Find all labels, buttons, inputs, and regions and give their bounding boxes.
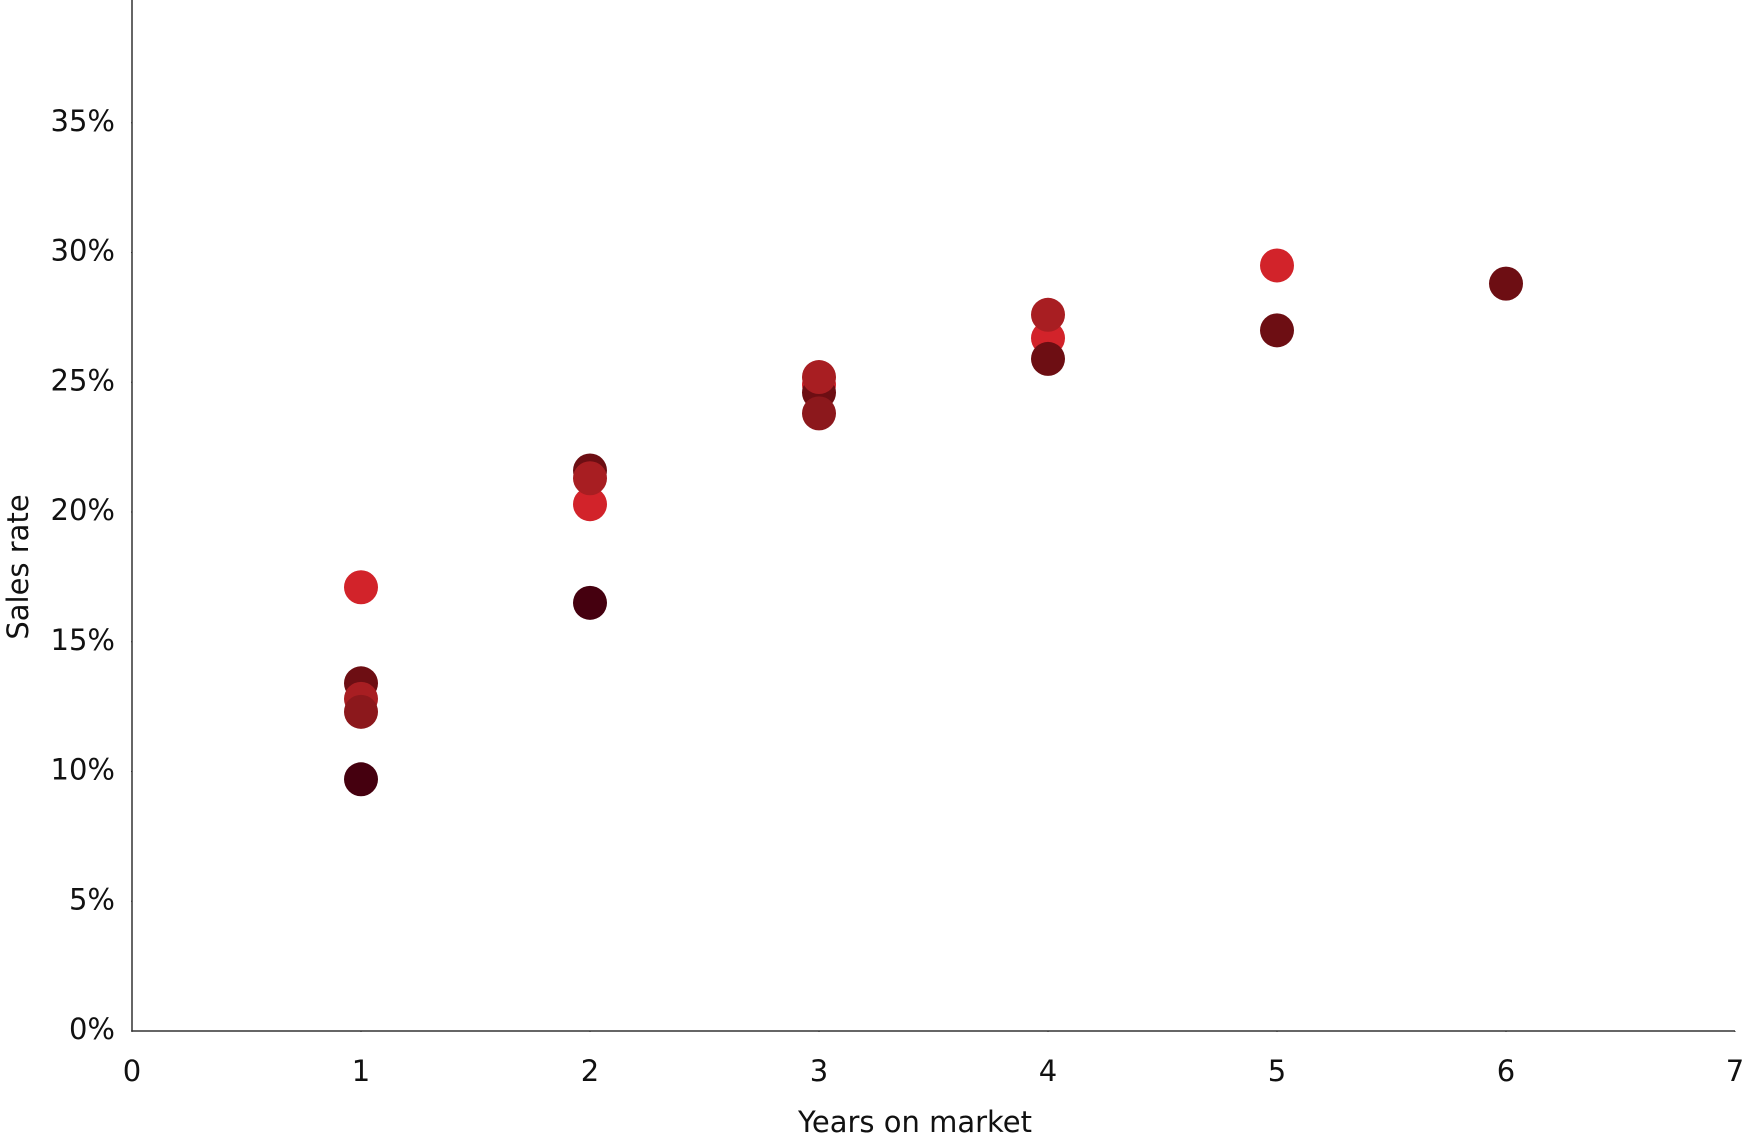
x-tick-label: 2 bbox=[581, 1054, 599, 1088]
point bbox=[573, 461, 607, 495]
point bbox=[802, 396, 836, 430]
x-tick-label: 7 bbox=[1726, 1054, 1744, 1088]
point bbox=[1260, 313, 1294, 347]
point bbox=[1031, 298, 1065, 332]
point bbox=[1031, 342, 1065, 376]
point bbox=[1489, 267, 1523, 301]
chart: Sales rate Years on market 0% 5% 10% 15% 20%… bbox=[0, 0, 1744, 1146]
x-tick-label: 0 bbox=[123, 1054, 141, 1088]
x-tick-label: 6 bbox=[1497, 1054, 1515, 1088]
point bbox=[344, 762, 378, 796]
x-axis-label: Years on market bbox=[797, 1105, 1032, 1139]
y-tick-label: 30% bbox=[51, 234, 115, 268]
y-tick-label: 25% bbox=[51, 363, 115, 397]
point bbox=[344, 570, 378, 604]
x-tick-label: 4 bbox=[1039, 1054, 1057, 1088]
y-tick-label: 15% bbox=[51, 623, 115, 657]
y-tick-label: 5% bbox=[69, 882, 115, 916]
y-tick-label: 35% bbox=[51, 104, 115, 138]
point bbox=[573, 586, 607, 620]
y-axis-label: Sales rate bbox=[1, 494, 35, 639]
x-tick-label: 1 bbox=[352, 1054, 370, 1088]
point bbox=[1260, 248, 1294, 282]
y-tick-label: 0% bbox=[69, 1012, 115, 1046]
point bbox=[344, 695, 378, 729]
page: {"chart_data": {"type": "scatter", "x_la… bbox=[0, 0, 1744, 1146]
point bbox=[802, 360, 836, 394]
x-tick-label: 5 bbox=[1268, 1054, 1286, 1088]
x-tick-label: 3 bbox=[810, 1054, 828, 1088]
y-tick-label: 20% bbox=[51, 493, 115, 527]
y-tick-label: 10% bbox=[51, 753, 115, 787]
